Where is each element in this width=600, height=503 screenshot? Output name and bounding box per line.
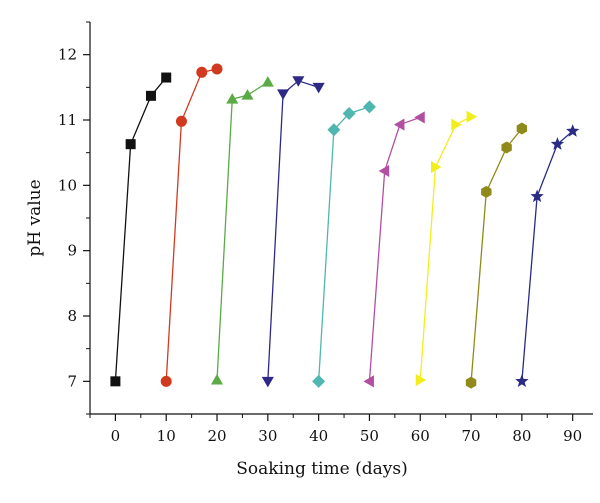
data-point-circle [160,375,172,387]
y-tick-label: 8 [67,307,77,325]
data-point-triangle-down [292,76,305,87]
data-point-circle [175,115,187,127]
series-9 [515,124,580,387]
x-tick-label: 40 [309,427,328,445]
x-tick-label: 80 [512,427,531,445]
data-point-hexagon [481,185,492,198]
data-point-triangle-right [415,373,427,387]
x-tick-label: 90 [563,427,582,445]
data-point-diamond [362,100,376,114]
data-point-hexagon [501,141,512,154]
data-point-circle [196,66,208,78]
data-point-square [145,90,156,101]
data-point-circle [211,63,223,75]
axes: 0 10 20 30 40 50 60 70 80 90 7 8 9 10 11 12 [58,21,593,445]
series-1 [110,72,172,387]
data-point-triangle-up [226,93,239,104]
x-tick-label: 50 [360,427,379,445]
data-point-triangle-up [210,374,224,385]
series-line [470,128,523,383]
y-axis-title: pH value [25,179,45,256]
data-point-hexagon [465,376,477,389]
series-8 [465,122,528,389]
x-tick-label: 60 [411,427,430,445]
series-line [419,116,472,381]
y-tick-label: 7 [67,372,77,390]
data-point-square [161,72,172,83]
data-point-triangle-up [241,89,254,100]
series-line [317,106,370,382]
data-point-star [530,189,544,203]
data-point-triangle-right [466,110,478,123]
data-point-star [566,124,580,137]
series-5 [312,100,376,388]
series-line [267,80,319,382]
data-point-triangle-up [261,76,274,87]
data-point-triangle-down [277,89,290,100]
x-tick-label: 10 [157,427,176,445]
y-tick-label: 12 [58,46,77,64]
series-line [114,77,167,382]
data-point-star [515,374,529,387]
data-point-triangle-right [430,160,442,174]
y-tick-label: 10 [58,176,77,194]
data-point-triangle-left [378,164,390,178]
y-tick-label: 11 [58,111,77,129]
data-point-diamond [342,106,356,120]
x-tick-label: 70 [462,427,481,445]
x-axis-title: Soaking time (days) [236,459,407,479]
series-3 [210,76,274,385]
data-point-triangle-left [363,375,374,388]
x-tick-label: 0 [111,427,121,445]
y-tick-label: 9 [67,242,77,260]
data-point-triangle-down [312,82,325,94]
x-tick-label: 30 [258,427,277,445]
series-line [216,81,269,381]
data-point-diamond [327,123,341,137]
series-6 [363,111,425,388]
data-point-diamond [312,374,326,388]
data-point-triangle-left [414,111,425,124]
series-line [368,116,421,382]
data-point-triangle-left [393,118,405,131]
series-2 [160,63,223,387]
data-point-hexagon [516,122,528,135]
series-line [165,68,218,382]
data-point-triangle-down [261,376,274,388]
series-7 [415,110,478,387]
series-4 [261,76,325,388]
series-line [521,130,574,382]
data-point-star [550,137,565,150]
x-tick-label: 20 [207,427,226,445]
data-point-square [110,376,121,387]
series-layer [110,63,580,389]
data-point-square [125,139,136,150]
data-point-triangle-right [451,118,462,131]
